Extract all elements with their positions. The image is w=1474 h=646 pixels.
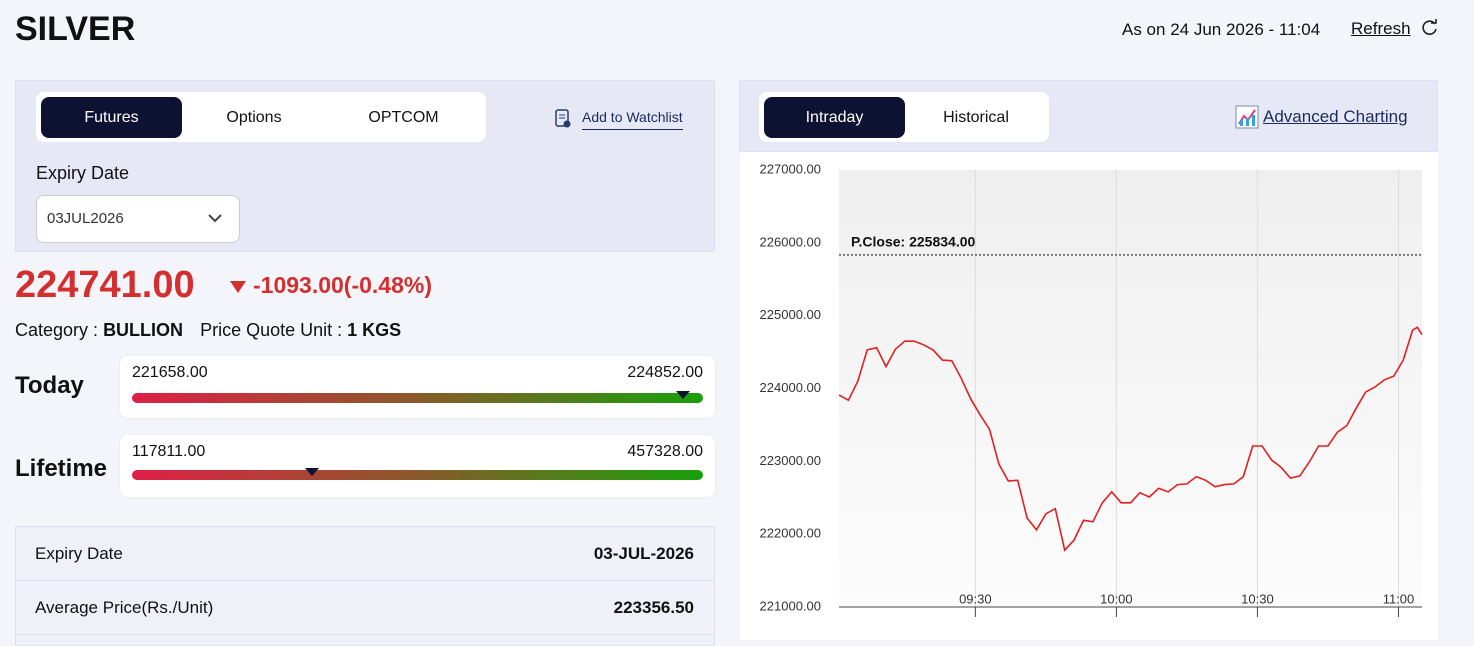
timestamp: As on 24 Jun 2026 - 11:04 bbox=[1122, 20, 1321, 39]
down-arrow bbox=[230, 281, 246, 293]
category-line: Category : BULLION Price Quote Unit : 1 … bbox=[15, 320, 401, 341]
table-row: Expiry Date 03-JUL-2026 bbox=[16, 527, 714, 581]
category-label: Category : bbox=[15, 320, 99, 340]
range-low: 221658.00 bbox=[132, 364, 208, 381]
reference-label: P.Close: 225834.00 bbox=[851, 234, 975, 250]
advanced-charting-link[interactable]: Advanced Charting bbox=[1263, 107, 1408, 126]
x-tick-label: 10:30 bbox=[1241, 591, 1274, 606]
tab-group: Intraday Historical bbox=[759, 92, 1049, 142]
range-low: 117811.00 bbox=[132, 443, 206, 460]
range-card: 117811.00 457328.00 bbox=[120, 435, 715, 497]
expiry-select[interactable]: 03JUL2026 bbox=[36, 195, 240, 243]
cell: Expiry Date bbox=[35, 544, 123, 563]
range-bar bbox=[132, 393, 703, 403]
y-tick-label: 225000.00 bbox=[760, 307, 821, 322]
y-tick-label: 221000.00 bbox=[760, 598, 821, 613]
range-card: 221658.00 224852.00 bbox=[120, 356, 715, 418]
tab-group: Futures Options OPTCOM bbox=[36, 92, 486, 142]
page-title: SILVER bbox=[15, 10, 136, 48]
cell: 03-JUL-2026 bbox=[593, 544, 694, 563]
x-tick-label: 10:00 bbox=[1100, 591, 1133, 606]
tab[interactable]: Historical bbox=[943, 109, 1009, 126]
y-tick-label: 226000.00 bbox=[760, 234, 821, 249]
tab[interactable]: Intraday bbox=[764, 97, 905, 138]
price-line bbox=[838, 326, 1423, 552]
tab[interactable]: Futures bbox=[41, 97, 182, 138]
category: BULLION bbox=[103, 320, 184, 340]
range-marker bbox=[304, 468, 319, 476]
chart-icon[interactable] bbox=[1235, 105, 1259, 129]
y-tick-label: 223000.00 bbox=[760, 453, 821, 468]
range-high: 457328.00 bbox=[627, 443, 703, 460]
plot-area bbox=[839, 170, 1422, 607]
chevron bbox=[208, 214, 222, 223]
refresh-icon[interactable] bbox=[1421, 19, 1439, 37]
futures-panel: Futures Options OPTCOM Add to Watchlist … bbox=[15, 80, 715, 252]
price-change: -1093.00(-0.48%) bbox=[253, 272, 432, 298]
cell: Average Price(Rs./Unit) bbox=[35, 598, 214, 617]
range-marker bbox=[676, 391, 691, 399]
cell: 223356.50 bbox=[613, 598, 694, 617]
unit-label: Price Quote Unit : bbox=[200, 320, 343, 340]
range-label: Today bbox=[15, 372, 84, 399]
chart: 221000.00 222000.00 223000.00 224000.00 2250… bbox=[740, 152, 1438, 640]
chart-panel-header: Intraday Historical Advanced Charting bbox=[739, 80, 1438, 152]
watchlist-icon[interactable] bbox=[554, 108, 572, 130]
table-row: Average Price(Rs./Unit) 223356.50 bbox=[16, 581, 714, 635]
x-tick-label: 11:00 bbox=[1383, 591, 1415, 606]
tab[interactable]: OPTCOM bbox=[368, 109, 439, 126]
tab[interactable]: Options bbox=[226, 109, 282, 126]
y-tick-label: 222000.00 bbox=[760, 526, 821, 541]
unit: 1 KGS bbox=[347, 320, 402, 340]
watchlist-link[interactable]: Add to Watchlist bbox=[582, 109, 683, 130]
price: 224741.00 bbox=[15, 264, 195, 306]
y-tick-label: 224000.00 bbox=[760, 380, 821, 395]
range-bar bbox=[132, 470, 703, 480]
expiry-value: 03JUL2026 bbox=[47, 210, 124, 227]
details-table: Expiry Date 03-JUL-2026 Average Price(Rs… bbox=[15, 526, 715, 646]
range-high: 224852.00 bbox=[627, 364, 703, 381]
refresh-link[interactable]: Refresh bbox=[1351, 19, 1411, 38]
x-tick-label: 09:30 bbox=[959, 591, 992, 606]
expiry-label: Expiry Date bbox=[36, 163, 130, 183]
range-label: Lifetime bbox=[15, 455, 108, 482]
y-tick-label: 227000.00 bbox=[760, 161, 821, 176]
